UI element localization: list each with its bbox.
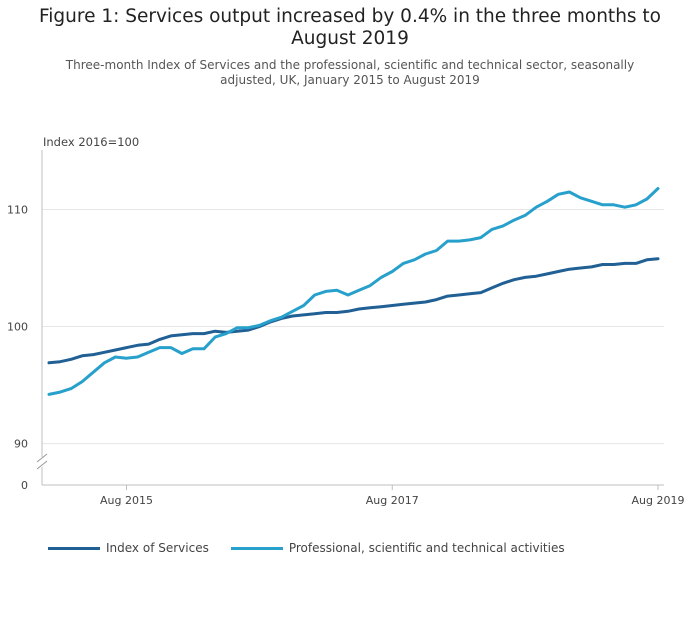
gridlines [42,209,664,445]
legend-swatch-professional [230,546,283,550]
legend-item-index-of-services: Index of Services [48,541,209,555]
axis-break-gap [36,457,48,467]
axis-break-slash-top [36,453,48,463]
series-line-professional [47,187,660,396]
y-axis-ticks: 90 100 110 0 [7,204,28,492]
chart-subtitle: Three-month Index of Services and the pr… [65,58,635,87]
legend-item-professional: Professional, scientific and technical a… [230,541,565,555]
x-tick-label: Aug 2017 [366,494,419,507]
series-line-index-of-services [47,257,660,365]
y-tick-label-90: 90 [14,438,28,451]
y-tick-label-zero: 0 [21,479,28,492]
series-lines [47,187,660,396]
axis-break-marker [36,453,48,470]
y-tick-label-100: 100 [7,321,28,334]
legend-label-index-of-services: Index of Services [106,541,209,555]
axes [36,150,664,486]
x-tick-label: Aug 2015 [100,494,153,507]
legend: Index of Services Professional, scientif… [48,541,587,555]
axis-break-slash-bottom [36,460,48,470]
y-axis-label: Index 2016=100 [43,135,139,149]
y-tick-label-110: 110 [7,204,28,217]
legend-swatch-index-of-services [48,546,100,550]
x-tick-label: Aug 2019 [632,494,685,507]
chart-title: Figure 1: Services output increased by 0… [38,6,662,49]
legend-label-professional: Professional, scientific and technical a… [288,541,565,555]
x-axis-ticks: Aug 2015 Aug 2017 Aug 2019 [100,485,684,507]
